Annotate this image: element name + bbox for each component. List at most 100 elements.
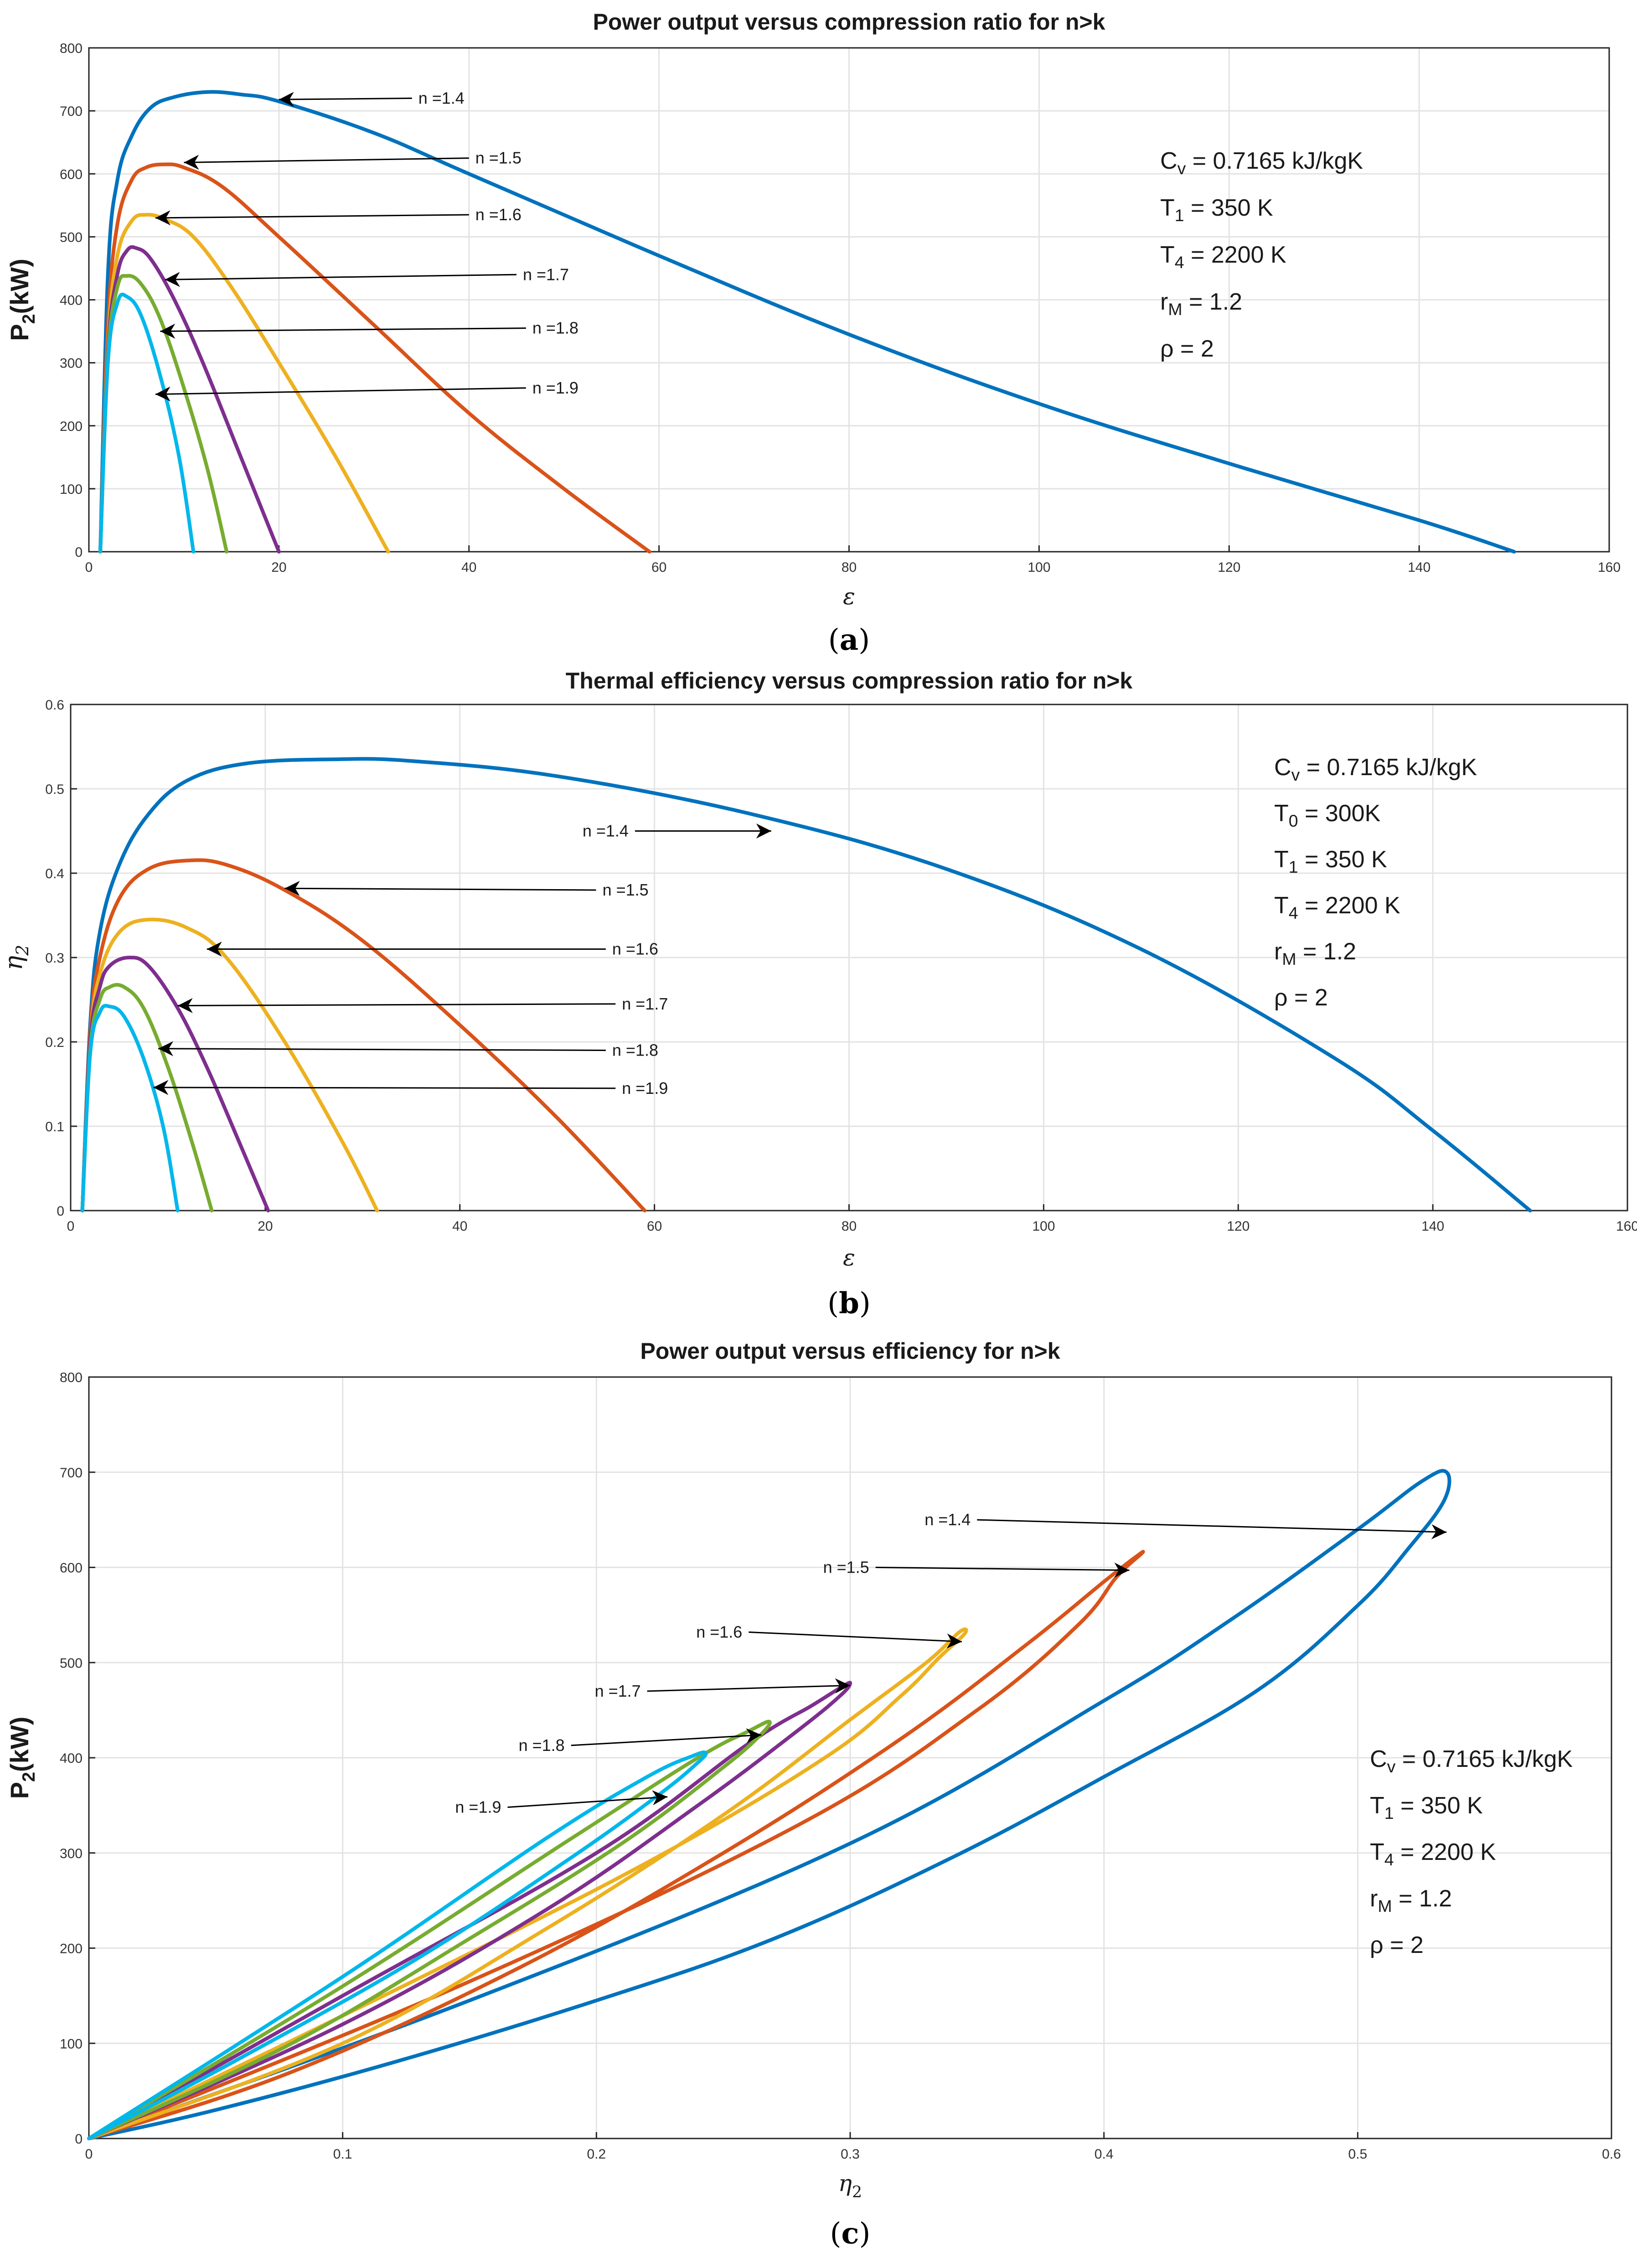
param-text: Cv = 0.7165 kJ/kgK [1274,754,1477,784]
x-tick-label: 0.2 [587,2147,606,2162]
param-text: Cv = 0.7165 kJ/kgK [1160,148,1363,178]
x-tick-label: 0.3 [841,2147,860,2162]
annotation-arrow [165,272,516,287]
annotation-label: n =1.9 [455,1798,501,1817]
y-axis-label: η2 [0,945,32,970]
annotation-label: n =1.8 [532,319,578,337]
param-text: T4 = 2200 K [1160,242,1286,272]
y-tick-label: 200 [60,419,83,434]
x-tick-label: 0.6 [1602,2147,1621,2162]
y-tick-label: 0.6 [45,698,64,713]
param-text: rM = 1.2 [1160,289,1242,319]
annotation-arrow [153,1080,616,1095]
panel-label: (a) [828,623,870,657]
annotation-arrow [571,1728,762,1746]
y-tick-label: 0.4 [45,866,64,881]
x-tick-label: 160 [1598,560,1621,575]
y-tick-label: 500 [60,1656,83,1671]
panel-label: (b) [827,1286,871,1320]
x-tick-label: 40 [461,560,476,575]
y-axis-label: P2(kW) [5,1717,39,1799]
param-text: T1 = 350 K [1274,846,1387,876]
annotation-label: n =1.5 [475,149,522,167]
param-text: T1 = 350 K [1160,195,1273,225]
annotation-label: n =1.5 [603,880,649,899]
param-text: ρ = 2 [1370,1932,1424,1958]
annotation-arrow [160,323,526,339]
annotation-arrow [284,880,596,896]
x-tick-label: 160 [1616,1219,1637,1234]
axes-box [88,47,1610,553]
annotation-arrow [158,1041,606,1056]
annotation-arrow [184,155,469,170]
annotation-arrow [155,210,469,226]
annotation-label: n =1.7 [622,994,668,1013]
x-axis-label: ε [843,583,855,610]
param-text: rM = 1.2 [1274,938,1356,968]
panel-label: (c) [830,2216,871,2251]
x-tick-label: 120 [1218,560,1240,575]
series-line-19 [98,292,196,554]
series-line-15 [98,162,651,554]
param-text: T4 = 2200 K [1370,1839,1496,1869]
axes-box [88,1376,1612,2139]
y-tick-label: 0.5 [45,782,64,797]
y-axis-label: P2(kW) [5,259,39,341]
annotation-arrow [647,1678,851,1693]
x-tick-label: 40 [452,1219,467,1234]
chart-title: Power output versus efficiency for n>k [640,1338,1060,1364]
series-line-14 [98,90,1516,554]
series-line-18 [87,1719,772,2140]
param-text: Cv = 0.7165 kJ/kgK [1370,1746,1573,1776]
axes-box [70,704,1628,1212]
y-tick-label: 300 [60,1846,83,1861]
param-text: T4 = 2200 K [1274,892,1400,922]
annotation-arrow [875,1562,1130,1578]
annotation-label: n =1.6 [612,940,658,958]
param-text: ρ = 2 [1274,984,1328,1011]
x-tick-label: 0 [85,560,93,575]
annotation-arrow [977,1519,1447,1539]
annotation-label: n =1.4 [418,89,465,108]
annotation-label: n =1.7 [523,265,569,284]
param-text: ρ = 2 [1160,336,1214,362]
annotation-arrow [177,998,616,1013]
y-tick-label: 500 [60,230,83,245]
x-tick-label: 140 [1421,1219,1444,1234]
series-line-15 [87,1550,1145,2140]
y-tick-label: 600 [60,167,83,182]
x-tick-label: 140 [1408,560,1430,575]
chart-title: Power output versus compression ratio fo… [593,9,1105,35]
chart-panel-b: 0 20 40 60 80 100 120 140 160 0 0.1 0.2 0.3 0.4 0.5 0.6… [0,668,1637,1320]
x-tick-label: 20 [271,560,286,575]
x-tick-label: 20 [258,1219,273,1234]
series-line-14 [80,757,1532,1212]
y-tick-label: 800 [60,1370,83,1385]
y-tick-label: 300 [60,356,83,371]
x-tick-label: 0 [67,1219,75,1234]
y-tick-label: 200 [60,1942,83,1957]
x-tick-label: 80 [842,1219,857,1234]
x-tick-label: 0.4 [1095,2147,1114,2162]
series-line-14 [87,1469,1451,2140]
annotation-arrow [279,92,412,107]
x-tick-label: 100 [1028,560,1050,575]
chart-panel-a: 0 20 40 60 80 100 120 140 160 0 100 200 300 400 500 600… [5,9,1621,657]
y-tick-label: 0 [75,545,83,560]
annotation-label: n =1.8 [519,1736,565,1755]
x-axis-label: ε [843,1244,855,1271]
y-tick-label: 700 [60,1465,83,1481]
y-tick-label: 400 [60,1751,83,1766]
annotation-label: n =1.6 [475,205,522,224]
y-tick-label: 700 [60,104,83,119]
y-tick-label: 0 [57,1204,64,1219]
series-line-16 [87,1627,968,2140]
x-tick-label: 60 [651,560,666,575]
x-axis-label: η2 [838,2170,862,2201]
y-tick-label: 0.3 [45,951,64,966]
param-text: T0 = 300K [1274,800,1381,830]
y-tick-label: 0 [75,2132,83,2147]
series-line-19 [80,1004,180,1212]
param-text: rM = 1.2 [1370,1885,1452,1916]
